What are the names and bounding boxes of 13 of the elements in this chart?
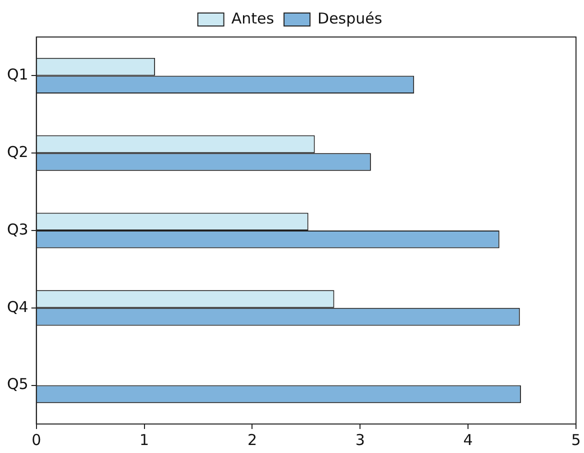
y-tick-label: Q5 [6,375,28,394]
x-tick-label: 5 [571,430,581,449]
x-tick-label: 0 [32,430,42,449]
y-tick-label: Q1 [6,66,28,84]
y-tick-label: Q4 [6,298,28,316]
x-tick-label: 2 [247,430,257,449]
legend-label: Después [318,9,382,28]
y-tick-label: Q2 [6,142,28,161]
x-tick-label: 3 [355,430,365,449]
legend-label: Antes [231,9,274,28]
x-tick-label: 4 [463,430,473,449]
y-tick-label: Q3 [6,220,28,238]
x-tick-label: 1 [140,430,150,449]
